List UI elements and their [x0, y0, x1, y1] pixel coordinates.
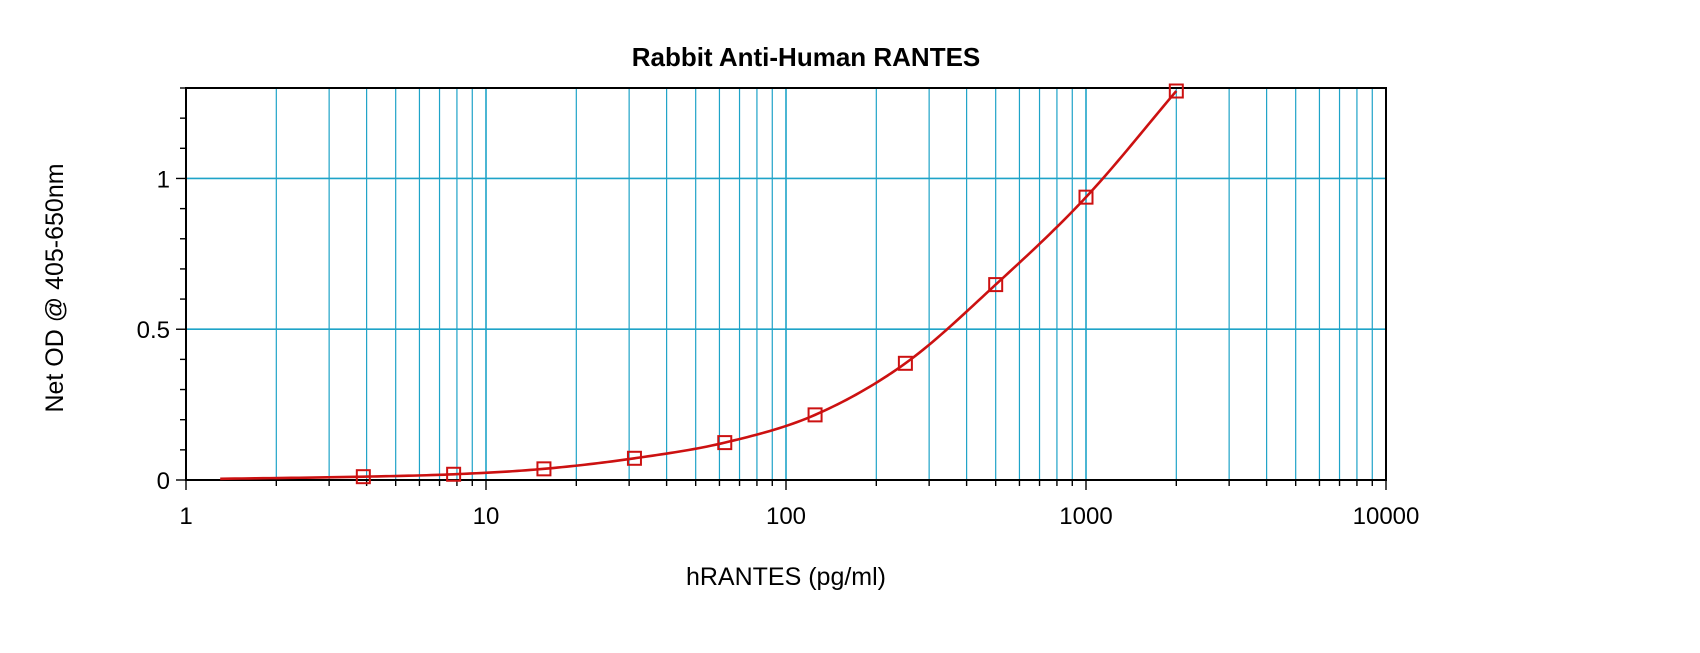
data-point [1078, 189, 1094, 205]
x-tick-label: 1000 [1059, 503, 1112, 530]
data-point [897, 355, 913, 371]
x-axis-label: hRANTES (pg/ml) [686, 563, 886, 591]
x-tick-labels: 1 10 100 1000 10000 [179, 503, 1419, 530]
data-point [807, 407, 823, 423]
data-point [1168, 83, 1184, 99]
x-tick-label: 100 [766, 503, 806, 530]
data-point [717, 435, 733, 451]
data-points [355, 83, 1184, 485]
grid [186, 88, 1386, 480]
chart-title: Rabbit Anti-Human RANTES [632, 42, 981, 72]
data-point [446, 466, 462, 482]
y-axis-label: Net OD @ 405-650nm [41, 163, 69, 412]
y-tick-label: 0 [157, 468, 170, 495]
tick-marks [176, 87, 1387, 490]
x-tick-label: 1 [179, 503, 192, 530]
fit-curve [220, 90, 1178, 481]
x-tick-label: 10 [473, 503, 500, 530]
x-tick-label: 10000 [1353, 503, 1420, 530]
data-point [536, 461, 552, 477]
data-point [355, 469, 371, 485]
fit-curve-line [220, 90, 1178, 481]
data-point [626, 450, 642, 466]
data-point [988, 277, 1004, 293]
y-tick-label: 0.5 [137, 317, 170, 344]
y-tick-label: 1 [157, 166, 170, 193]
y-tick-labels: 00.51 [137, 166, 170, 495]
